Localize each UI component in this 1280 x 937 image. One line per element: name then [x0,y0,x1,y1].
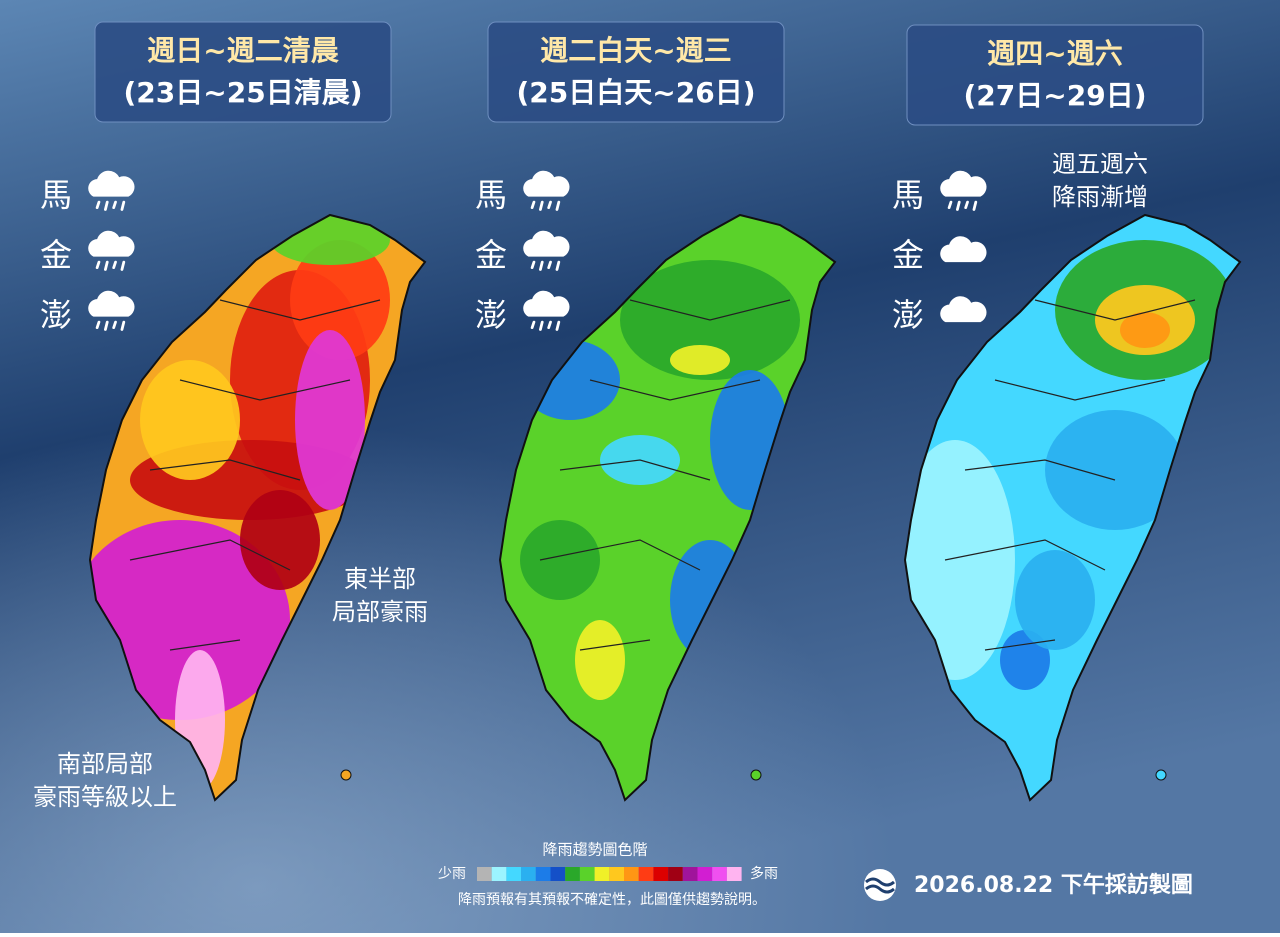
island-label: 金 [475,236,507,274]
legend-swatch [638,867,654,881]
legend-swatch [726,867,742,881]
annotation: 局部豪雨 [332,598,428,626]
logo-mark [865,877,895,894]
island-label: 澎 [892,296,924,334]
islet [340,769,352,781]
legend-swatch [521,867,536,881]
legend-swatch [668,867,683,881]
rain-map [89,214,426,801]
legend-swatch [477,867,492,881]
footer-text: 2026.08.22 下午採訪製圖 [914,872,1193,898]
rain-areas [905,240,1235,690]
island-label: 金 [40,236,72,274]
rain-area [1045,410,1185,530]
legend-low: 少雨 [438,866,466,882]
forecast-panel: 週日~週二清晨 (23日~25日清晨) 馬金澎 [40,21,426,801]
legend-swatch [535,867,551,881]
rain-map [904,214,1241,801]
legend-swatch [506,867,522,881]
rain-area [520,520,600,600]
legend-swatch [594,867,610,881]
rain-area [905,440,1015,680]
county-borders [944,299,1196,651]
panel-title: 週日~週二清晨 [147,34,339,67]
annotation: 東半部 [344,565,416,593]
island-label: 金 [892,236,924,274]
island-label: 馬 [892,176,924,214]
rain-area [575,620,625,700]
legend-note: 降雨預報有其預報不確定性，此圖僅供趨勢說明。 [458,891,766,908]
island-label: 馬 [40,176,72,214]
rain-area [670,345,730,375]
forecast-panel: 週二白天~週三 (25日白天~26日) 馬金澎 [475,21,836,801]
legend-swatch [712,867,727,881]
island-label: 馬 [475,176,507,214]
legend-swatch [550,867,566,881]
legend-swatch [653,867,669,881]
annotation: 降雨漸增 [1052,183,1148,211]
rain-area [140,360,240,480]
island-label: 澎 [475,296,507,334]
rain-area [1015,550,1095,650]
rain-area [1120,312,1170,348]
rain-area [290,240,390,360]
legend-swatch [682,867,698,881]
annotation: 豪雨等級以上 [33,783,177,811]
legend-title: 降雨趨勢圖色階 [542,841,647,859]
legend-swatch [565,867,580,881]
legend: 降雨趨勢圖色階 少雨 多雨 降雨預報有其預報不確定性，此圖僅供趨勢說明。 [438,841,778,909]
island-label: 澎 [40,296,72,334]
title-box [906,24,1204,126]
islet [1155,769,1167,781]
panel-subtitle: (23日~25日清晨) [124,76,363,109]
rain-area [1000,630,1050,690]
county-borders [129,299,381,651]
islet [750,769,762,781]
legend-swatch [579,867,595,881]
title-box [487,21,785,123]
panel-title: 週四~週六 [987,37,1122,70]
rain-area [240,490,320,590]
legend-swatch [624,867,639,881]
panel-title: 週二白天~週三 [540,34,731,67]
annotation: 週五週六 [1052,150,1148,178]
legend-swatch [609,867,624,881]
rain-areas [90,215,390,790]
annotation: 南部局部 [57,750,153,778]
rain-area [295,330,365,510]
panel-subtitle: (25日白天~26日) [517,76,756,109]
legend-swatch [697,867,713,881]
panel-subtitle: (27日~29日) [964,79,1147,112]
county-borders [539,299,791,651]
footer: 2026.08.22 下午採訪製圖 [864,869,1193,901]
title-box [94,21,392,123]
legend-high: 多雨 [750,865,778,882]
forecast-panel: 週四~週六 (27日~29日) 馬金澎 [892,24,1241,801]
legend-swatch [491,867,507,881]
